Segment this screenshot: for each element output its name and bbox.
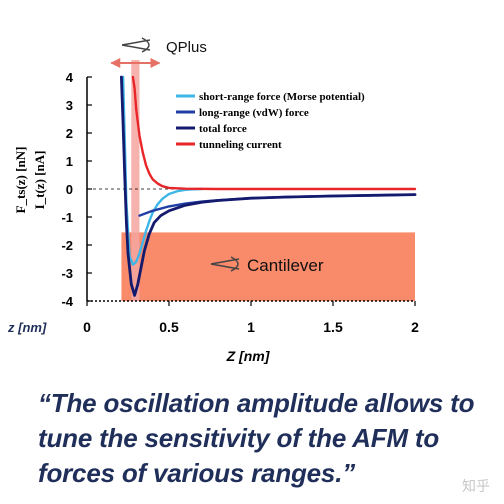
quote-line-2: tune the sensitivity of the AFM to <box>38 423 440 453</box>
quote-text: “The oscillation amplitude allows to tun… <box>38 386 500 491</box>
x-tick-label: 1 <box>247 319 255 335</box>
y-axis-title-current: I_t(z) [nA] <box>32 151 47 210</box>
y-tick-label: 1 <box>66 154 73 169</box>
afm-force-chart: 4 3 2 1 0 -1 -2 -3 -4 0 0.5 1 1.5 2 z [nm] Z [nm] F_ts(z… <box>7 37 419 364</box>
series-line-1 <box>121 75 204 266</box>
qplus-tip-icon <box>121 37 151 53</box>
qplus-label: QPlus <box>166 39 207 56</box>
legend-label: tunneling current <box>199 139 282 151</box>
y-tick-label: 0 <box>66 182 73 197</box>
x-tick-label: 0.5 <box>159 319 179 335</box>
x-tick-label: 1.5 <box>323 319 343 335</box>
y-tick-label: -2 <box>61 238 73 253</box>
legend-label: long-range (vdW) force <box>199 107 309 119</box>
quote-line-1: “The oscillation amplitude allows to <box>38 388 475 418</box>
x-axis-title: Z [nm] <box>226 348 271 364</box>
x-tick-label: 0 <box>83 319 91 335</box>
y-tick-label: -3 <box>61 266 73 281</box>
legend-label: short-range force (Morse potential) <box>199 91 365 103</box>
quote-line-3: forces of various ranges.” <box>38 458 356 488</box>
cantilever-tip-icon <box>210 256 240 272</box>
cantilever-label: Cantilever <box>247 256 324 275</box>
series-line-4 <box>131 75 417 191</box>
series-line-3 <box>120 75 417 297</box>
x-axis-prefix: z [nm] <box>7 320 47 335</box>
y-axis-title-force: F_ts(z) [nN] <box>13 147 28 214</box>
y-tick-label: 4 <box>66 70 74 85</box>
y-tick-label: -1 <box>61 210 73 225</box>
cantilever-band <box>121 232 415 301</box>
y-tick-label: 2 <box>66 126 73 141</box>
x-tick-label: 2 <box>411 319 419 335</box>
legend-label: total force <box>199 123 247 135</box>
qplus-band <box>131 60 140 301</box>
watermark: 知乎 <box>462 479 490 495</box>
y-tick-label: -4 <box>61 294 73 309</box>
y-tick-label: 3 <box>66 98 73 113</box>
